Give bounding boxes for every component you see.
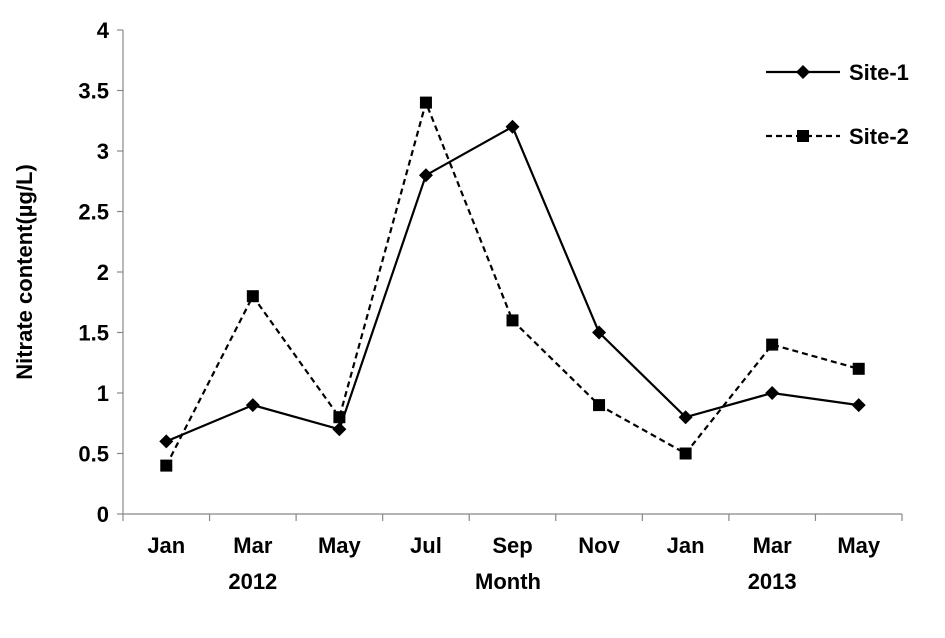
x-tick-label: Jan [147,533,185,558]
legend-marker [796,65,810,79]
y-tick-label: 1 [97,381,109,406]
y-axis-title: Nitrate content(µg/L) [12,164,37,380]
y-tick-label: 0.5 [78,442,109,467]
data-point [593,399,606,412]
series-site-1 [159,119,866,449]
data-point [505,119,520,134]
data-point [160,459,173,472]
legend-marker [797,130,809,142]
series-line [165,125,859,443]
x-tick-label: May [837,533,881,558]
data-point [159,434,174,449]
data-point [679,447,692,460]
data-point [765,386,780,400]
y-tick-label: 4 [97,18,110,43]
series-layer [159,96,866,472]
y-tick-label: 3.5 [78,79,109,104]
data-point [592,325,607,340]
x-tick-label: Jan [667,533,705,558]
series-line [165,99,860,467]
legend-label: Site-1 [849,60,909,85]
y-tick-label: 2.5 [78,200,109,225]
legend-label: Site-2 [849,124,909,149]
y-tick-label: 1.5 [78,321,109,346]
data-point [418,168,433,183]
x-group-label: 2013 [748,569,797,594]
data-point [246,290,259,303]
data-point [506,314,519,327]
data-point [333,411,346,424]
x-tick-label: Mar [753,533,793,558]
x-axis: Jan Mar May Jul Sep Nov Jan Mar May 2012 2013 [122,513,903,594]
data-point [419,96,432,109]
data-point [766,338,779,351]
x-tick-label: Nov [578,533,620,558]
x-tick-label: Jul [410,533,442,558]
series-site-2 [160,96,865,472]
y-axis: 0 0.5 1 1.5 2 2.5 3 3.5 4 [78,18,124,527]
data-point [245,398,260,413]
x-group-label: 2012 [228,569,277,594]
x-tick-label: May [318,533,362,558]
legend: Site-1 Site-2 [766,60,909,149]
data-point [851,398,866,413]
data-point [332,422,347,437]
y-tick-label: 3 [97,139,109,164]
x-tick-label: Sep [492,533,532,558]
data-point [852,362,865,375]
y-tick-label: 0 [97,502,109,527]
x-tick-label: Mar [233,533,273,558]
data-point [678,410,693,425]
y-tick-label: 2 [97,260,109,285]
x-axis-title: Month [475,569,541,594]
